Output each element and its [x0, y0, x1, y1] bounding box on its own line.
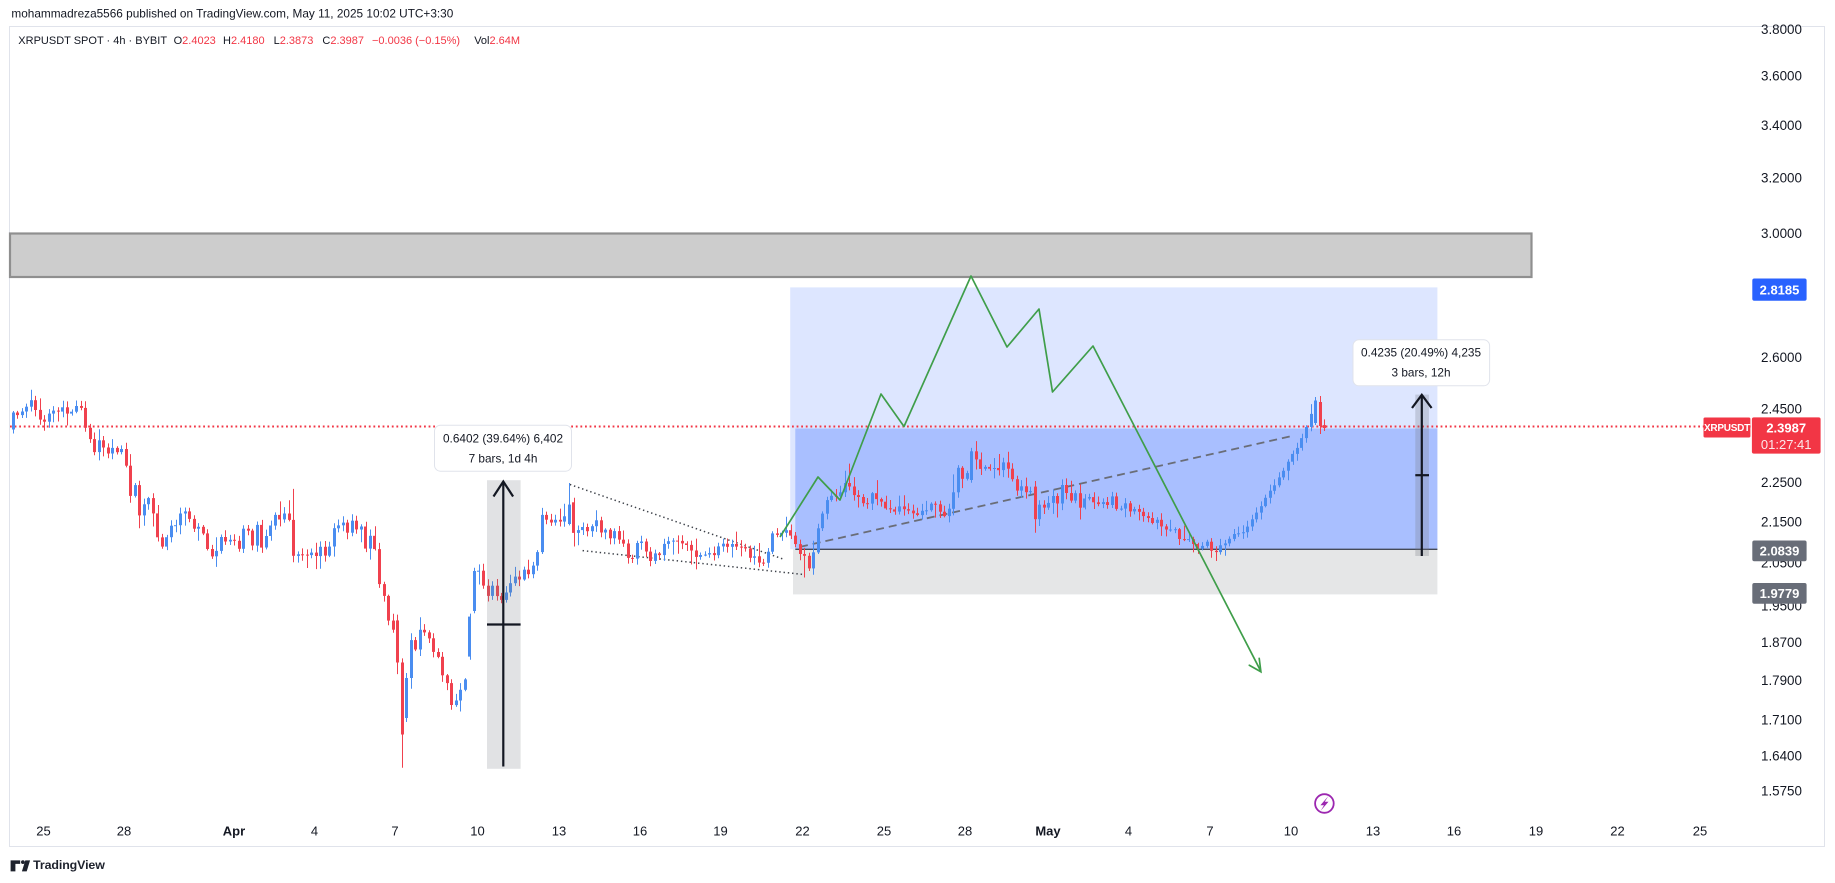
- svg-text:13: 13: [1366, 824, 1380, 839]
- svg-text:22: 22: [1610, 824, 1624, 839]
- svg-text:C2.3987: C2.3987: [322, 35, 364, 47]
- svg-text:25: 25: [36, 824, 50, 839]
- svg-text:1.7100: 1.7100: [1761, 712, 1802, 727]
- svg-text:19: 19: [713, 824, 727, 839]
- svg-text:0.6402 (39.64%) 6,402: 0.6402 (39.64%) 6,402: [443, 432, 563, 446]
- svg-text:1.6400: 1.6400: [1761, 749, 1802, 764]
- svg-text:4: 4: [311, 824, 318, 839]
- svg-text:1.5750: 1.5750: [1761, 783, 1802, 798]
- svg-text:2.3987: 2.3987: [1766, 420, 1806, 435]
- svg-text:7: 7: [391, 824, 398, 839]
- svg-text:16: 16: [1447, 824, 1461, 839]
- svg-text:1.9779: 1.9779: [1760, 586, 1800, 601]
- svg-text:25: 25: [1693, 824, 1707, 839]
- svg-text:10: 10: [470, 824, 484, 839]
- svg-text:−0.0036 (−0.15%): −0.0036 (−0.15%): [372, 35, 460, 47]
- svg-text:3.4000: 3.4000: [1761, 118, 1802, 133]
- svg-text:3.6000: 3.6000: [1761, 69, 1802, 84]
- svg-text:10: 10: [1284, 824, 1298, 839]
- svg-text:1.7900: 1.7900: [1761, 673, 1802, 688]
- svg-text:Vol2.64M: Vol2.64M: [474, 35, 520, 47]
- svg-text:3.0000: 3.0000: [1761, 226, 1802, 241]
- svg-text:7: 7: [1206, 824, 1213, 839]
- svg-text:Apr: Apr: [223, 824, 245, 839]
- svg-text:2.0839: 2.0839: [1760, 544, 1800, 559]
- svg-text:O2.4023: O2.4023: [174, 35, 216, 47]
- svg-text:22: 22: [795, 824, 809, 839]
- svg-text:mohammadreza5566 published on: mohammadreza5566 published on TradingVie…: [11, 6, 453, 20]
- svg-text:28: 28: [958, 824, 972, 839]
- svg-text:2.8185: 2.8185: [1760, 282, 1800, 297]
- svg-text:XRPUSDT SPOT · 4h · BYBIT: XRPUSDT SPOT · 4h · BYBIT: [18, 35, 167, 47]
- svg-text:3 bars, 12h: 3 bars, 12h: [1391, 365, 1450, 379]
- svg-text:25: 25: [877, 824, 891, 839]
- svg-text:L2.3873: L2.3873: [274, 35, 314, 47]
- svg-text:XRPUSDT: XRPUSDT: [1704, 423, 1750, 434]
- svg-text:TradingView: TradingView: [33, 858, 105, 872]
- svg-text:28: 28: [117, 824, 131, 839]
- svg-text:2.2500: 2.2500: [1761, 475, 1802, 490]
- svg-text:16: 16: [633, 824, 647, 839]
- svg-text:May: May: [1035, 824, 1061, 839]
- svg-text:7 bars, 1d 4h: 7 bars, 1d 4h: [469, 452, 538, 466]
- svg-text:2.4500: 2.4500: [1761, 401, 1802, 416]
- svg-text:3.2000: 3.2000: [1761, 170, 1802, 185]
- svg-text:0.4235 (20.49%) 4,235: 0.4235 (20.49%) 4,235: [1361, 345, 1481, 359]
- svg-text:H2.4180: H2.4180: [223, 35, 265, 47]
- svg-text:2.1500: 2.1500: [1761, 514, 1802, 529]
- svg-text:13: 13: [552, 824, 566, 839]
- svg-text:01:27:41: 01:27:41: [1761, 437, 1812, 452]
- svg-text:3.8000: 3.8000: [1761, 22, 1802, 37]
- svg-text:4: 4: [1125, 824, 1132, 839]
- svg-text:2.6000: 2.6000: [1761, 350, 1802, 365]
- svg-text:19: 19: [1529, 824, 1543, 839]
- svg-text:1.8700: 1.8700: [1761, 635, 1802, 650]
